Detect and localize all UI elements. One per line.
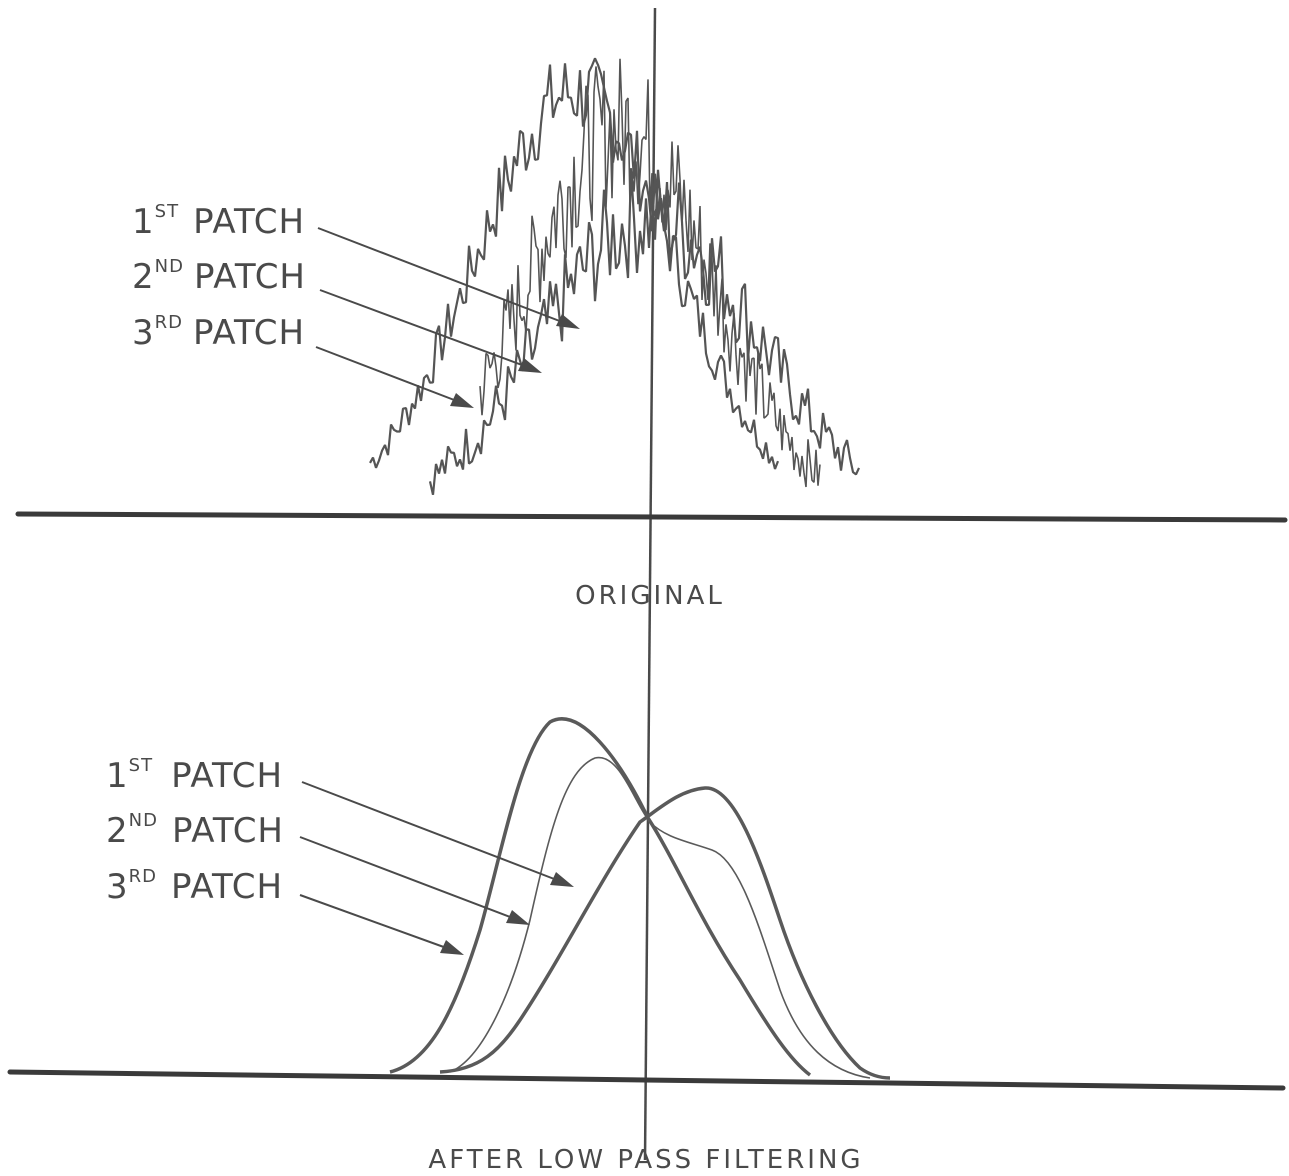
top-label-1-word: PATCH	[193, 202, 305, 242]
bottom-label-1: 1ST PATCH	[106, 755, 283, 796]
bottom-label-3-sup: RD	[129, 866, 157, 887]
bottom-curve-1st-patch	[439, 786, 891, 1080]
bottom-label-3-num: 3	[106, 867, 129, 907]
top-label-3-sup: RD	[155, 312, 183, 333]
bottom-arrows	[299, 781, 574, 955]
bottom-label-2: 2ND PATCH	[106, 810, 284, 851]
top-label-2: 2ND PATCH	[132, 256, 306, 297]
top-label-3-word: PATCH	[193, 313, 305, 353]
bottom-arrow-2-head	[506, 910, 530, 925]
top-trace-3rd-patch	[369, 57, 780, 470]
bottom-label-3-word: PATCH	[171, 867, 283, 907]
bottom-baseline	[7, 1069, 1286, 1091]
bottom-label-1-sup: ST	[129, 755, 153, 776]
top-arrows	[315, 227, 580, 408]
top-arrow-2-head	[518, 358, 542, 373]
top-label-2-word: PATCH	[194, 257, 306, 297]
top-arrow-3-head	[450, 393, 474, 408]
top-arrow-2	[319, 289, 531, 369]
bottom-label-1-num: 1	[106, 756, 129, 796]
bottom-arrow-2	[299, 836, 519, 921]
bottom-curve-3rd-patch	[389, 717, 812, 1077]
top-noisy-signals	[369, 57, 860, 496]
top-caption: ORIGINAL	[575, 581, 725, 611]
bottom-label-3: 3RD PATCH	[106, 866, 283, 907]
bottom-arrow-3	[299, 894, 453, 951]
top-label-1: 1ST PATCH	[132, 201, 305, 242]
top-label-2-num: 2	[132, 257, 155, 297]
bottom-arrow-3-head	[440, 940, 464, 955]
bottom-labels: 1ST PATCH 2ND PATCH 3RD PATCH	[106, 755, 284, 907]
top-labels: 1ST PATCH 2ND PATCH 3RD PATCH	[132, 201, 306, 353]
bottom-label-1-word: PATCH	[171, 756, 283, 796]
bottom-label-2-word: PATCH	[172, 811, 284, 851]
top-arrow-1	[317, 227, 571, 326]
bottom-arrow-1	[301, 781, 563, 883]
top-label-1-num: 1	[132, 202, 155, 242]
bottom-caption: AFTER LOW PASS FILTERING	[428, 1145, 863, 1175]
top-arrow-1-head	[556, 314, 580, 329]
bottom-label-2-num: 2	[106, 811, 129, 851]
top-trace-2nd-patch	[479, 58, 821, 488]
top-trace-1st-patch	[428, 168, 860, 496]
top-label-2-sup: ND	[155, 256, 184, 277]
bottom-smooth-signals	[389, 717, 891, 1080]
top-label-3: 3RD PATCH	[132, 312, 305, 353]
top-label-1-sup: ST	[155, 201, 179, 222]
bottom-curve-2nd-patch	[449, 756, 871, 1079]
bottom-arrow-1-head	[550, 872, 574, 887]
top-baseline	[15, 511, 1288, 523]
top-label-3-num: 3	[132, 313, 155, 353]
top-arrow-3	[315, 346, 463, 404]
bottom-label-2-sup: ND	[129, 810, 158, 831]
